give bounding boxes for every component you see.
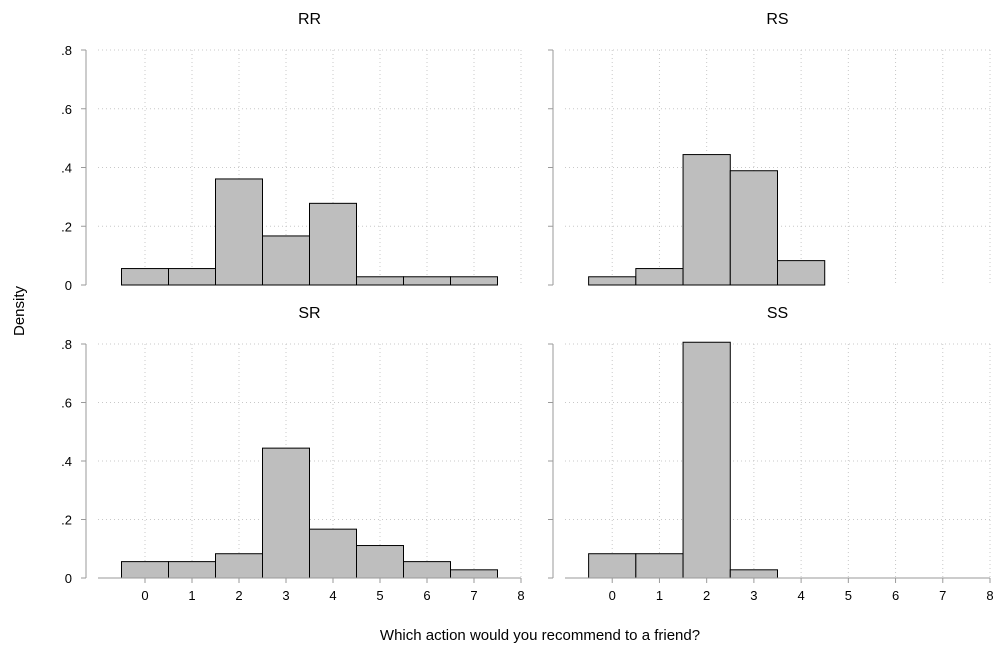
- panel-title: SS: [767, 305, 788, 322]
- x-tick-label: 6: [423, 588, 430, 603]
- bar-0: [121, 268, 169, 286]
- bar-5: [356, 545, 404, 579]
- x-axis-title: Which action would you recommend to a fr…: [380, 627, 700, 644]
- bar-5: [356, 276, 404, 286]
- bar-2: [215, 178, 263, 286]
- panel-title: RR: [298, 11, 321, 28]
- bar-0: [121, 561, 169, 579]
- x-tick-label: 0: [609, 588, 616, 603]
- bar-2: [682, 341, 731, 579]
- panel-sr: SR 0 .2 .4 .6 .8 0 1 2 3 4 5 6 7 8: [61, 305, 524, 603]
- bar-2: [215, 553, 263, 579]
- bar-3: [262, 235, 310, 286]
- bar-1: [635, 553, 684, 579]
- bar-4: [777, 260, 826, 286]
- x-tick-label: 1: [656, 588, 663, 603]
- y-tick-label: .8: [61, 337, 72, 352]
- y-axis-title: Density: [11, 285, 28, 336]
- bar-6: [403, 561, 451, 579]
- bar-0: [588, 553, 637, 579]
- x-tick-label: 4: [797, 588, 804, 603]
- bar-7: [450, 569, 498, 579]
- x-tick-label: 0: [141, 588, 148, 603]
- y-tick-label: .2: [61, 513, 72, 528]
- panel-title: SR: [298, 305, 320, 322]
- bar-4: [309, 528, 357, 579]
- x-tick-label: 3: [282, 588, 289, 603]
- x-tick-label: 3: [750, 588, 757, 603]
- x-tick-label: 6: [892, 588, 899, 603]
- bar-3: [262, 447, 310, 579]
- bar-6: [403, 276, 451, 286]
- y-tick-label: 0: [65, 571, 72, 586]
- bar-7: [450, 276, 498, 286]
- panel-grid: RR 0 .2 .4 .6 .8 RS SR 0 .2 .4 .6 .8 0 1 2 3 4 5 6 7 8 SS 0 1 2 3 4…: [61, 11, 993, 603]
- x-tick-label: 4: [329, 588, 336, 603]
- x-tick-label: 7: [939, 588, 946, 603]
- bar-1: [635, 268, 684, 286]
- panel-title: RS: [766, 11, 788, 28]
- panel-rs: RS: [548, 11, 991, 286]
- y-tick-label: .6: [61, 396, 72, 411]
- bar-2: [682, 154, 731, 286]
- y-tick-label: .8: [61, 43, 72, 58]
- panel-ss: SS 0 1 2 3 4 5 6 7 8: [548, 305, 994, 603]
- x-tick-label: 2: [235, 588, 242, 603]
- y-tick-label: .4: [61, 161, 72, 176]
- bar-1: [168, 268, 216, 286]
- bar-4: [309, 202, 357, 286]
- bar-0: [588, 276, 637, 286]
- x-tick-label: 8: [517, 588, 524, 603]
- y-tick-label: .2: [61, 219, 72, 234]
- x-tick-label: 5: [376, 588, 383, 603]
- panel-rr: RR 0 .2 .4 .6 .8: [61, 11, 522, 293]
- y-tick-label: .6: [61, 102, 72, 117]
- x-tick-label: 1: [188, 588, 195, 603]
- bar-1: [168, 561, 216, 579]
- bar-3: [729, 569, 778, 579]
- x-tick-label: 8: [986, 588, 993, 603]
- y-tick-label: 0: [65, 278, 72, 293]
- y-tick-label: .4: [61, 454, 72, 469]
- bar-3: [729, 170, 778, 286]
- x-tick-label: 5: [845, 588, 852, 603]
- x-tick-label: 2: [703, 588, 710, 603]
- x-tick-label: 7: [470, 588, 477, 603]
